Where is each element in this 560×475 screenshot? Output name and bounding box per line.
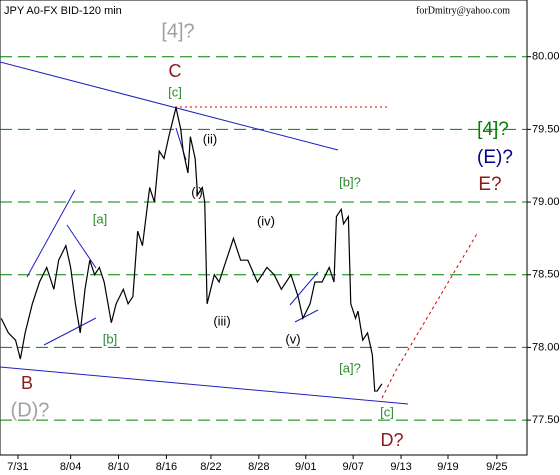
wave-label: (iii) — [213, 313, 230, 328]
wave-channel — [26, 189, 76, 278]
wave-label: [4]? — [477, 119, 509, 140]
wave-lines — [0, 61, 479, 405]
y-tick-label: 78.50 — [532, 269, 560, 281]
y-tick-label: 79.00 — [532, 196, 560, 208]
x-tick-label: 8/16 — [156, 461, 177, 473]
wave-label: C — [169, 61, 182, 81]
plot-frame — [0, 0, 528, 456]
y-tick-label: 78.00 — [532, 341, 560, 353]
wave-label: (v) — [285, 331, 300, 346]
wave-label: (D)? — [11, 399, 50, 421]
wave-channel — [43, 317, 97, 346]
chart-subtitle: forDmitry@yahoo.com — [416, 5, 510, 16]
wave-label: (iv) — [257, 213, 275, 228]
wave-label: [b] — [103, 331, 117, 346]
wave-channel — [294, 309, 319, 323]
y-tick-label: 79.50 — [532, 123, 560, 135]
wave-label: [b]? — [339, 174, 361, 189]
wave-label: (E)? — [477, 147, 513, 168]
x-tick-label: 7/31 — [7, 461, 28, 473]
y-tick-label: 80.00 — [532, 51, 560, 63]
wave-label: B — [21, 373, 33, 393]
x-tick-label: 9/13 — [390, 461, 411, 473]
wave-label: [4]? — [161, 20, 194, 42]
wave-label: (ii) — [203, 131, 217, 146]
trendline — [0, 61, 339, 151]
x-tick-label: 8/04 — [60, 461, 81, 473]
wave-label: [a] — [93, 211, 107, 226]
wave-label: [a]? — [339, 360, 361, 375]
wave-label: [c] — [168, 84, 182, 99]
wave-label: (i) — [191, 184, 203, 199]
y-tick-label: 77.50 — [532, 414, 560, 426]
wave-label: D? — [380, 430, 403, 450]
chart-title: JPY A0-FX BID-120 min — [4, 5, 122, 17]
x-tick-label: 9/19 — [437, 461, 458, 473]
x-tick-label: 8/10 — [108, 461, 129, 473]
x-tick-label: 8/22 — [200, 461, 221, 473]
x-tick-label: 9/01 — [295, 461, 316, 473]
wave-channel — [289, 271, 319, 306]
wave-label: E? — [478, 174, 501, 195]
x-tick-label: 8/28 — [248, 461, 269, 473]
wave-channel — [66, 224, 97, 269]
price-line — [0, 107, 383, 392]
wave-label: [c] — [380, 404, 394, 419]
x-tick-label: 9/25 — [486, 461, 507, 473]
trendline — [0, 366, 409, 405]
x-tick-label: 9/07 — [342, 461, 363, 473]
